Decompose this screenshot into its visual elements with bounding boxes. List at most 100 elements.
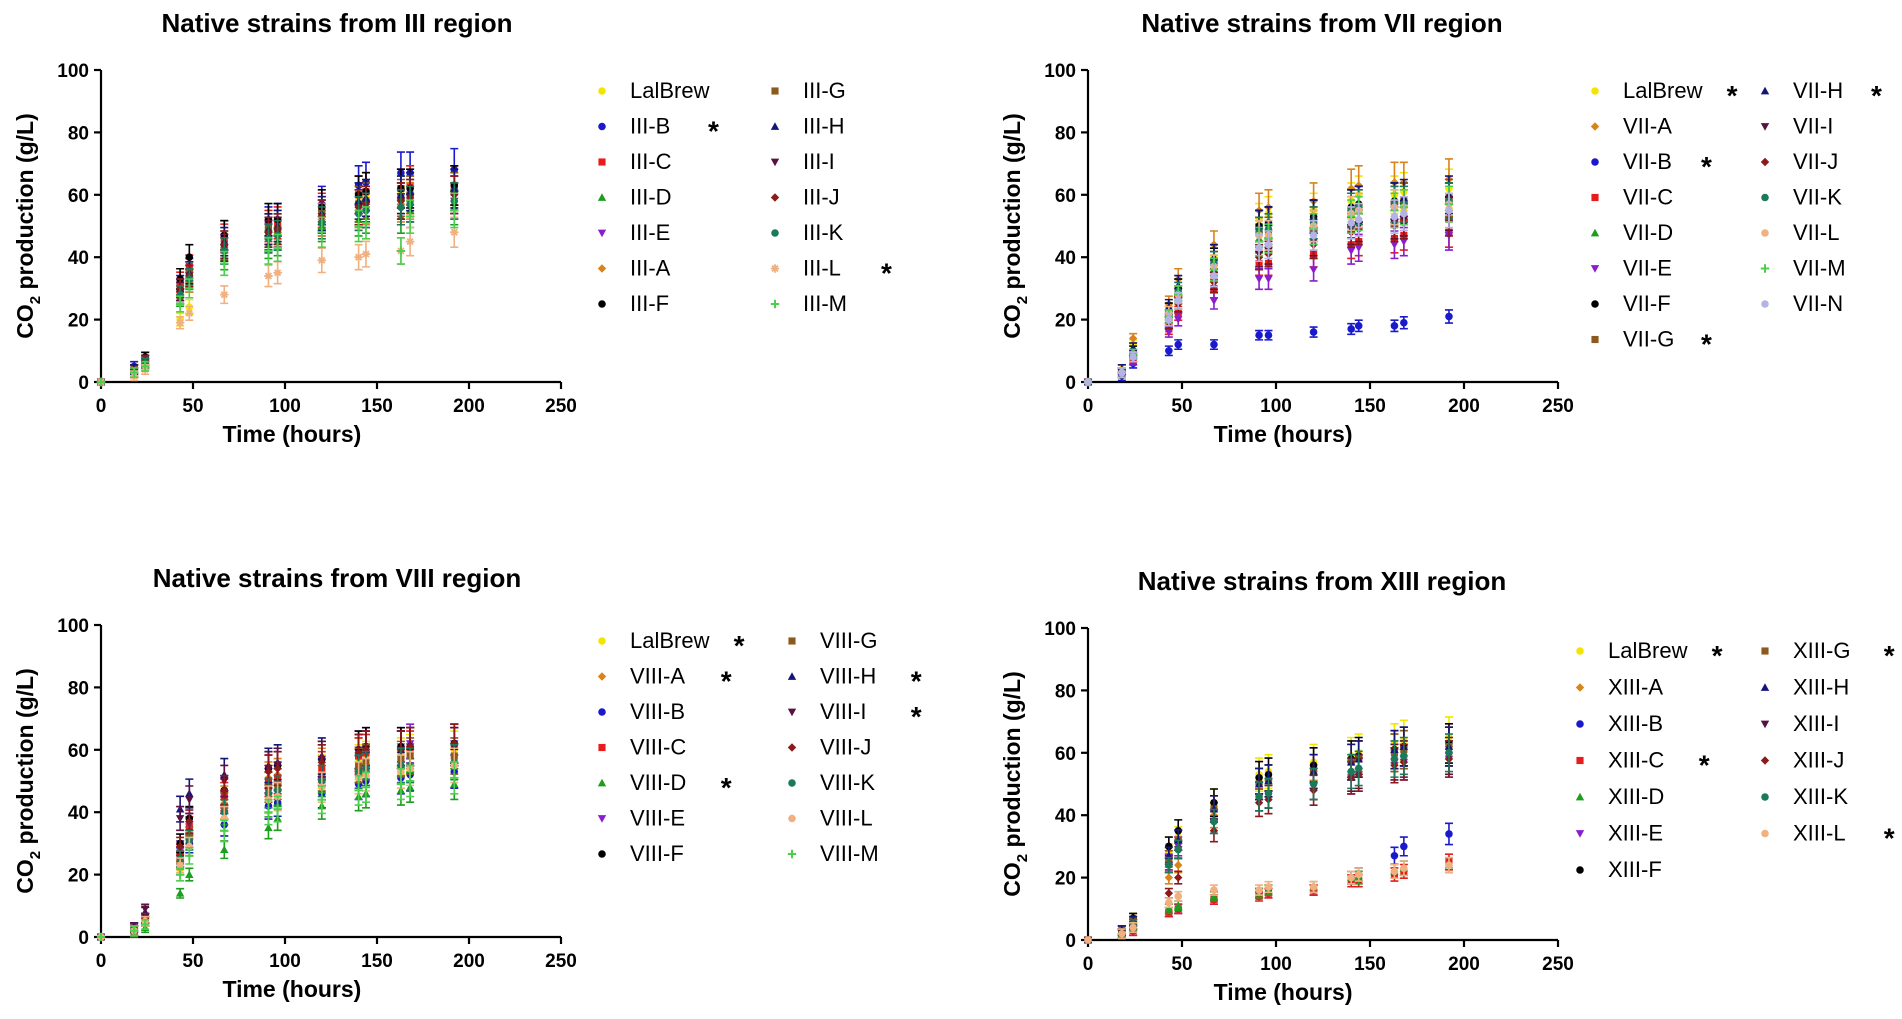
legend-label: III-C	[630, 149, 672, 174]
legend-marker	[1760, 86, 1770, 95]
data-point	[1264, 275, 1273, 284]
series-vii-b	[1084, 309, 1453, 386]
y-tick-label: 40	[1055, 806, 1076, 827]
data-point	[1445, 206, 1453, 215]
legend-label: III-E	[630, 220, 670, 245]
data-point	[175, 889, 185, 897]
legend-marker	[788, 637, 796, 645]
data-point	[1165, 861, 1173, 869]
data-point	[1354, 764, 1363, 773]
y-tick-label: 20	[1055, 311, 1076, 332]
legend-marker	[1760, 683, 1770, 691]
x-tick-label: 50	[1171, 954, 1192, 975]
legend-marker	[1575, 683, 1585, 692]
legend-marker	[598, 850, 606, 858]
legend-marker	[770, 264, 780, 273]
legend-label: VIII-L	[820, 806, 873, 831]
data-point	[1354, 181, 1363, 190]
legend-label: VIII-C	[630, 735, 686, 760]
data-point	[96, 932, 106, 942]
x-tick-label: 100	[269, 951, 301, 972]
x-tick-label: 150	[1354, 954, 1386, 975]
legend-label: XIII-F	[1608, 857, 1662, 882]
x-tick-label: 200	[1448, 396, 1480, 417]
legend-label: VII-L	[1793, 220, 1839, 245]
legend-marker	[770, 122, 780, 130]
legend: LalBrew * VIII-A * VIII-B VIII-C VIII-D * VIII-E…	[597, 628, 922, 866]
legend-marker	[597, 229, 607, 238]
legend-label: LalBrew	[1623, 78, 1703, 103]
data-point	[1264, 789, 1273, 798]
data-point	[175, 318, 185, 327]
data-point	[1084, 378, 1092, 386]
legend-label: VII-M	[1793, 256, 1846, 281]
data-point	[1174, 901, 1183, 910]
legend-marker	[1760, 157, 1770, 167]
x-axis-title: Time (hours)	[222, 421, 361, 447]
legend-label: VII-H	[1793, 78, 1843, 103]
legend-marker	[1761, 193, 1769, 202]
legend-marker	[1591, 193, 1599, 202]
panel-iii-region: Native strains from III region 0 20 40 60 80 1…	[12, 8, 892, 447]
legend-label: XIII-G	[1793, 638, 1850, 663]
significance-star: *	[721, 772, 732, 803]
data-point	[1209, 297, 1219, 306]
x-tick-label: 50	[182, 951, 203, 972]
data-point	[1354, 870, 1363, 879]
data-point	[1445, 861, 1453, 869]
data-point	[1400, 842, 1408, 851]
legend-marker	[1760, 720, 1770, 729]
data-point	[405, 212, 415, 221]
y-tick-label: 20	[1055, 869, 1076, 890]
legend-marker	[771, 229, 779, 237]
x-tick-label: 250	[1542, 396, 1574, 417]
legend-marker	[597, 778, 607, 787]
data-point	[1255, 331, 1263, 339]
x-tick-label: 200	[453, 396, 485, 417]
x-axis-title: Time (hours)	[222, 976, 361, 1002]
legend-marker	[788, 814, 796, 823]
data-point	[1164, 904, 1174, 913]
data-point	[405, 776, 415, 786]
legend-label: III-M	[803, 291, 847, 316]
chart-title: Native strains from XIII region	[1138, 566, 1506, 596]
y-tick-label: 60	[68, 186, 89, 207]
data-point	[140, 905, 150, 914]
data-point	[1400, 864, 1408, 873]
data-point	[1390, 241, 1399, 249]
data-point	[1445, 830, 1453, 838]
data-point	[1309, 328, 1318, 336]
legend-marker	[1576, 720, 1584, 728]
data-point	[175, 815, 185, 823]
legend-marker	[1761, 793, 1769, 801]
data-point	[140, 920, 150, 929]
data-point	[317, 228, 326, 237]
significance-star: *	[734, 630, 745, 661]
legend-label: III-G	[803, 78, 846, 103]
data-point	[1164, 873, 1174, 882]
data-point	[317, 758, 326, 767]
legend-marker	[1591, 335, 1599, 344]
data-point	[96, 377, 106, 387]
legend-label: III-J	[803, 185, 840, 210]
legend-marker	[770, 299, 780, 309]
legend-marker	[787, 672, 797, 680]
y-tick-label: 80	[1055, 123, 1076, 144]
data-point	[1209, 892, 1219, 900]
y-tick-label: 40	[68, 803, 89, 824]
y-tick-label: 60	[68, 741, 89, 762]
series-iii-l	[96, 216, 459, 387]
legend-label: III-I	[803, 149, 835, 174]
y-tick-label: 80	[68, 123, 89, 144]
legend-label: III-L	[803, 256, 841, 281]
legend-marker	[1591, 87, 1599, 95]
significance-star: *	[721, 666, 732, 697]
significance-star: *	[1699, 750, 1710, 781]
data-point	[1174, 845, 1183, 854]
data-point	[1400, 209, 1408, 218]
data-point	[1118, 368, 1126, 377]
y-tick-label: 80	[1055, 681, 1076, 702]
legend-marker	[1760, 264, 1770, 273]
data-point	[185, 796, 194, 804]
legend-label: XIII-K	[1793, 784, 1848, 809]
